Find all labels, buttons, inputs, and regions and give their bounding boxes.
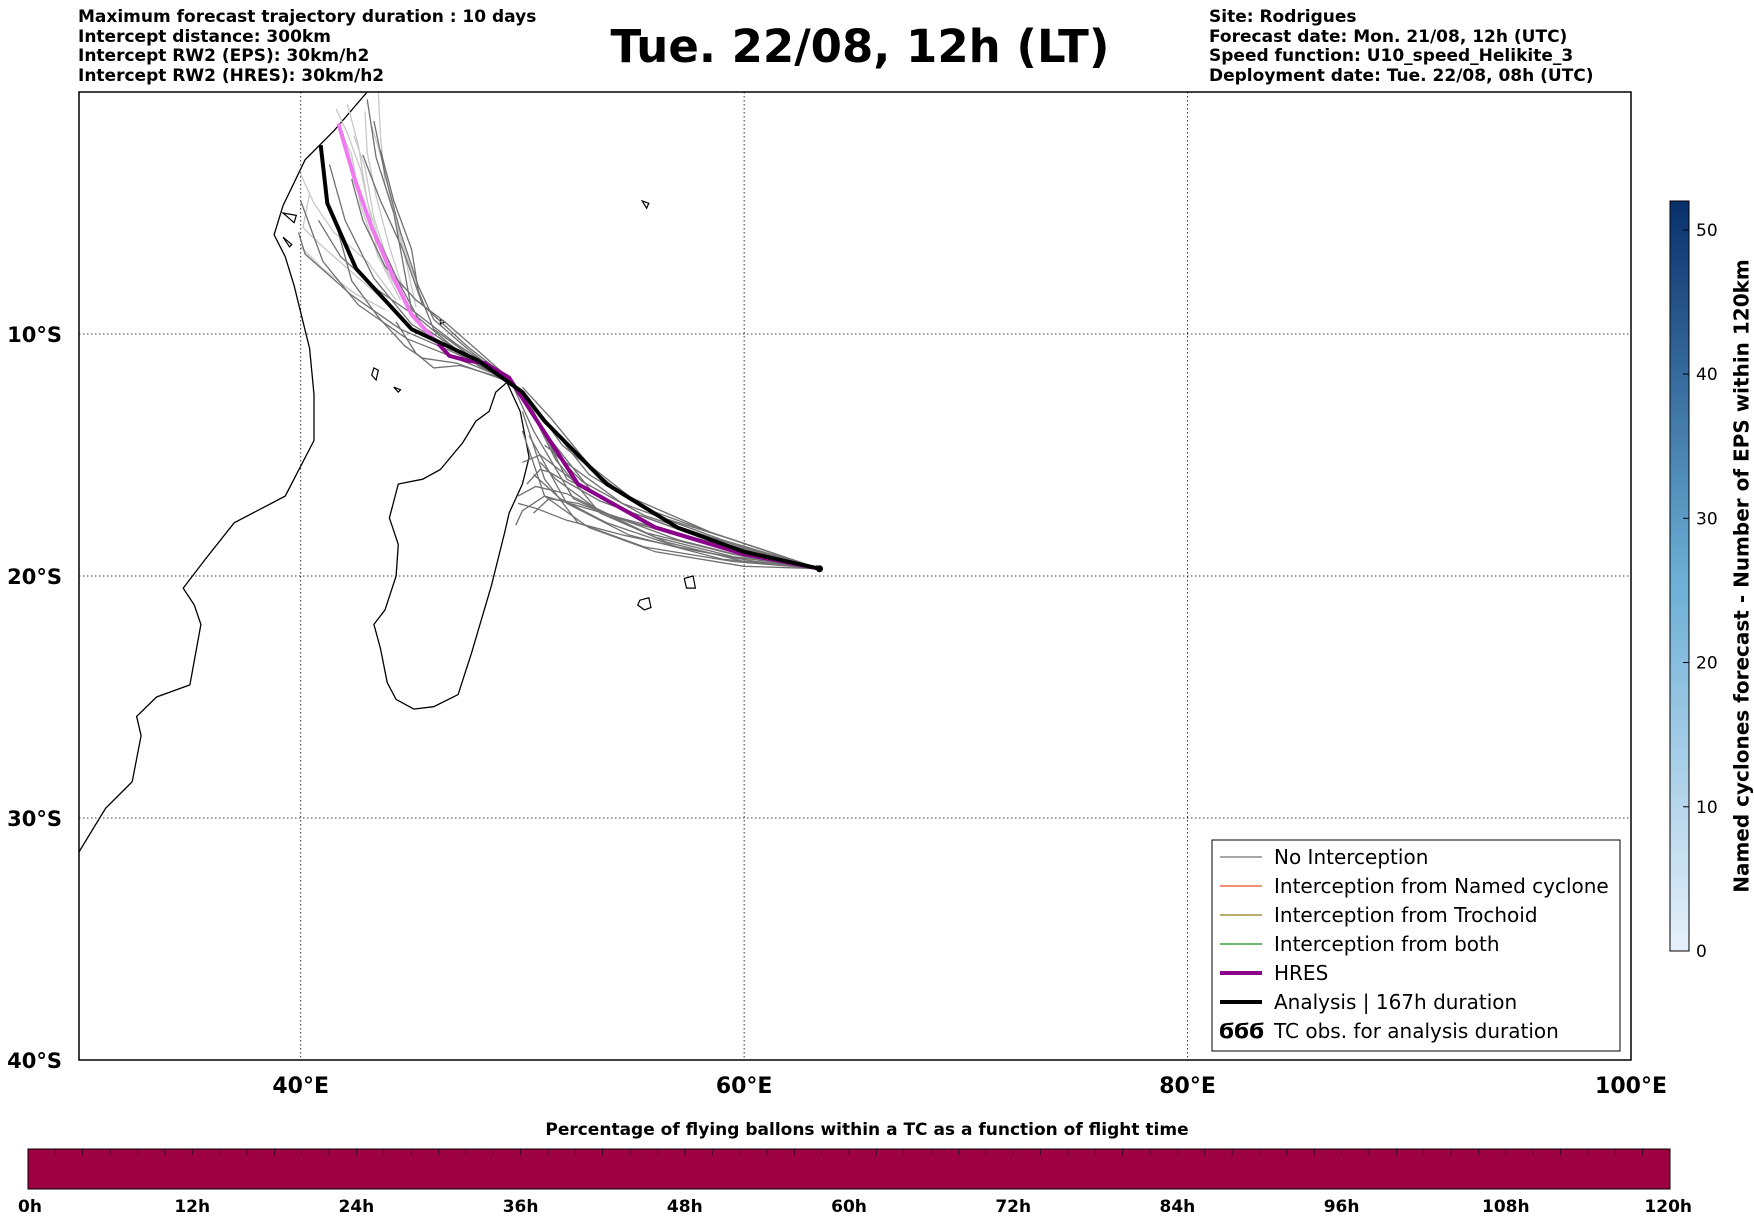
ensemble-track-late (335, 108, 402, 301)
legend-label: HRES (1274, 961, 1328, 985)
hres-track (436, 342, 820, 571)
coastline-island (371, 367, 379, 382)
legend-box (1211, 839, 1621, 1052)
coastline-island (683, 575, 697, 589)
ensemble-track-late (302, 193, 390, 306)
colorbar-label: Named cyclones forecast - Number of EPS … (1730, 259, 1754, 893)
hres-track-late (336, 122, 440, 346)
time-tick-label: 96h (1324, 1197, 1360, 1217)
time-tick-label: 60h (831, 1197, 867, 1217)
lon-tick-label: 40°E (272, 1074, 329, 1099)
time-tick-label: 120h (1644, 1197, 1692, 1217)
colorbar-tick-label: 10 (1696, 798, 1718, 818)
coastline-island (280, 212, 298, 224)
lon-tick-label: 80°E (1159, 1074, 1216, 1099)
time-tick-label: 36h (503, 1197, 539, 1217)
cyclone-colorbar: 0 10 20 30 40 50 Named cyclones forecast - Nu… (1669, 200, 1754, 962)
legend-label: TC obs. for analysis duration (1273, 1019, 1559, 1043)
lat-tick-label: 20°S (7, 565, 62, 589)
trajectories (297, 92, 824, 573)
info-site: Site: Rodrigues (1209, 7, 1357, 27)
info-deployment-date: Deployment date: Tue. 22/08, 08h (UTC) (1209, 65, 1594, 86)
ensemble-track (539, 461, 820, 570)
launch-site-marker (816, 565, 824, 573)
time-tick-label: 72h (995, 1197, 1031, 1217)
run-parameters: Maximum forecast trajectory duration : 1… (78, 7, 537, 86)
coastline-island (636, 597, 652, 611)
ensemble-track-late (340, 130, 404, 299)
ensemble-track (373, 120, 514, 386)
analysis-track (318, 144, 820, 571)
legend-label: Interception from Named cyclone (1274, 874, 1609, 898)
tc-obs-symbol: ϬϬϬ (1219, 1019, 1264, 1043)
colorbar-gradient (1669, 200, 1690, 952)
map-frame (78, 91, 1632, 1061)
ensemble-track (351, 178, 515, 383)
legend-label: Analysis | 167h duration (1274, 990, 1517, 1014)
legend-label: Interception from Trochoid (1274, 903, 1538, 927)
page-title: Tue. 22/08, 12h (LT) (610, 20, 1110, 73)
ensemble-track (395, 321, 510, 381)
legend: No Interception Interception from Named c… (1211, 839, 1621, 1052)
ensemble-track-late (364, 111, 404, 289)
lat-tick-label: 10°S (7, 323, 62, 347)
colorbar-tick-label: 50 (1696, 221, 1718, 241)
ensemble-track (337, 232, 512, 384)
ensemble-track (521, 430, 820, 570)
coastline-island (282, 236, 293, 248)
ensemble-track (544, 444, 820, 570)
time-tick-label: 24h (339, 1197, 375, 1217)
colorbar-tick-label: 40 (1696, 365, 1718, 385)
lat-tick-label: 40°S (7, 1049, 62, 1073)
param-intercept-eps: Intercept RW2 (EPS): 30km/h2 (78, 46, 370, 66)
info-speed-function: Speed function: U10_speed_Helikite_3 (1209, 46, 1574, 66)
longitude-labels: 40°E 60°E 80°E 100°E (272, 1074, 1667, 1099)
time-tick-label: 48h (667, 1197, 703, 1217)
param-intercept-hres: Intercept RW2 (HRES): 30km/h2 (78, 65, 385, 86)
flight-time-bar: Percentage of flying ballons within a TC… (18, 1120, 1692, 1217)
legend-label: Interception from both (1274, 932, 1500, 956)
param-intercept-distance: Intercept distance: 300km (78, 26, 331, 47)
ensemble-track (297, 232, 510, 381)
map-gridlines (79, 92, 1631, 1060)
legend-label: No Interception (1274, 845, 1428, 869)
site-info: Site: Rodrigues Forecast date: Mon. 21/0… (1209, 7, 1594, 86)
lon-tick-label: 100°E (1595, 1074, 1667, 1099)
time-tick-label: 108h (1482, 1197, 1530, 1217)
time-tick-label: 0h (18, 1197, 42, 1217)
coastlines (79, 92, 823, 853)
ensemble-track (362, 154, 514, 383)
lat-tick-label: 30°S (7, 807, 62, 831)
info-forecast-date: Forecast date: Mon. 21/08, 12h (UTC) (1209, 26, 1568, 47)
param-duration: Maximum forecast trajectory duration : 1… (78, 7, 537, 27)
ensemble-track (521, 411, 820, 570)
lon-tick-label: 60°E (716, 1074, 773, 1099)
latitude-labels: 10°S 20°S 30°S 40°S (7, 323, 62, 1073)
coastline-madagascar (373, 381, 530, 710)
time-bar-title: Percentage of flying ballons within a TC… (545, 1120, 1188, 1140)
time-tick-label: 84h (1160, 1197, 1196, 1217)
ensemble-track (533, 473, 820, 570)
coastline-africa (79, 92, 368, 853)
colorbar-tick-label: 30 (1696, 509, 1718, 529)
time-bar-fill (27, 1148, 1671, 1190)
ensemble-track (366, 99, 514, 383)
coastline-island (393, 386, 402, 393)
colorbar-tick-label: 20 (1696, 654, 1718, 674)
ensemble-track (317, 219, 512, 383)
colorbar-tick-label: 0 (1696, 942, 1707, 962)
coastline-island (640, 199, 650, 210)
time-tick-label: 12h (174, 1197, 210, 1217)
